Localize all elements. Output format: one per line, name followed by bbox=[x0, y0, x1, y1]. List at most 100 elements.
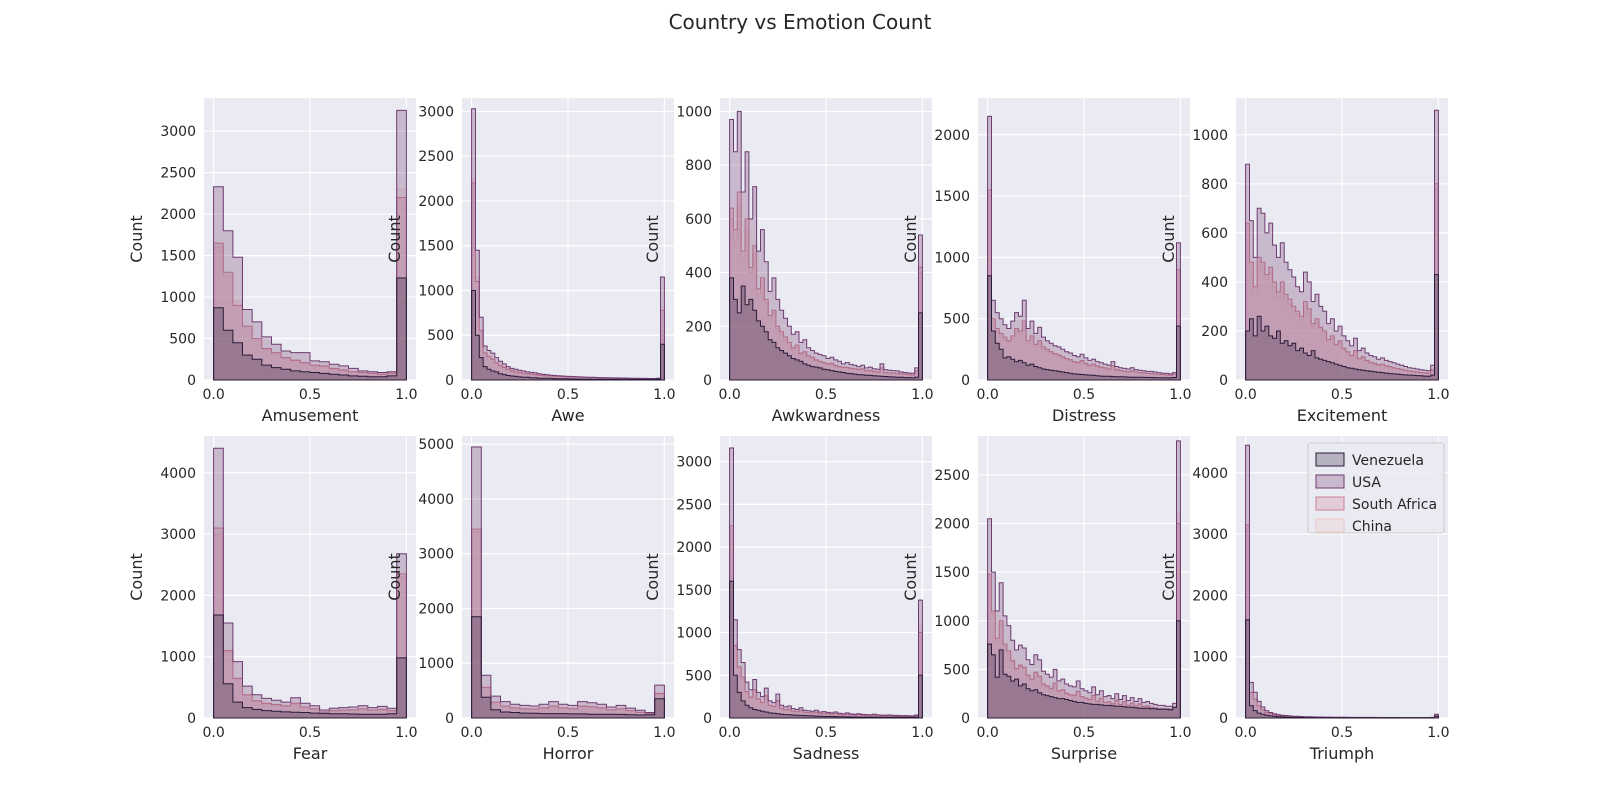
x-tick-label: 0.0 bbox=[461, 387, 483, 403]
subplot-awe: 0.0 0.5 1.0 0 500 1000 1500 2000 2500 3000 Awe Coun… bbox=[385, 98, 675, 425]
x-axis-label: Fear bbox=[293, 744, 328, 763]
x-tick-label: 1.0 bbox=[653, 725, 675, 741]
x-tick-label: 1.0 bbox=[1427, 725, 1449, 741]
histogram-usa bbox=[987, 440, 1181, 719]
y-tick-label: 1500 bbox=[934, 189, 970, 205]
subplot-excitement: 0.0 0.5 1.0 0 200 400 600 800 1000 Excitement Coun… bbox=[1159, 98, 1449, 425]
y-tick-label: 0 bbox=[703, 373, 712, 389]
subplot-triumph: 0.0 0.5 1.0 0 1000 2000 3000 4000 Triumph Count Ve… bbox=[1159, 436, 1449, 763]
histogram-usa bbox=[213, 109, 407, 381]
x-tick-label: 0.0 bbox=[461, 725, 483, 741]
y-axis-label: Count bbox=[385, 553, 404, 601]
histogram-usa bbox=[1245, 109, 1439, 381]
histogram-usa bbox=[729, 447, 923, 719]
histogram-venezuela bbox=[471, 290, 665, 381]
x-tick-label: 0.5 bbox=[815, 387, 837, 403]
histogram-south-africa bbox=[729, 191, 923, 381]
y-tick-label: 1000 bbox=[418, 656, 454, 672]
y-tick-label: 2500 bbox=[160, 166, 196, 182]
y-tick-label: 2500 bbox=[934, 468, 970, 484]
histogram-south-africa bbox=[1245, 183, 1439, 381]
y-tick-label: 3000 bbox=[160, 124, 196, 140]
x-tick-label: 0.5 bbox=[299, 725, 321, 741]
y-tick-label: 1000 bbox=[418, 283, 454, 299]
y-tick-label: 1500 bbox=[676, 583, 712, 599]
y-tick-label: 2000 bbox=[934, 128, 970, 144]
y-tick-label: 800 bbox=[1201, 177, 1228, 193]
y-tick-label: 2500 bbox=[418, 149, 454, 165]
y-axis-label: Count bbox=[127, 553, 146, 601]
y-tick-label: 1500 bbox=[160, 249, 196, 265]
x-axis-label: Awe bbox=[551, 406, 584, 425]
y-tick-label: 4000 bbox=[1192, 466, 1228, 482]
y-tick-label: 0 bbox=[1219, 711, 1228, 727]
legend-swatch bbox=[1315, 518, 1345, 533]
subplot-distress: 0.0 0.5 1.0 0 500 1000 1500 2000 Distress Count bbox=[901, 98, 1191, 425]
y-tick-label: 2000 bbox=[418, 194, 454, 210]
y-tick-label: 1000 bbox=[934, 614, 970, 630]
chart-title: Country vs Emotion Count bbox=[668, 10, 932, 34]
y-tick-label: 0 bbox=[445, 373, 454, 389]
y-tick-label: 4000 bbox=[160, 466, 196, 482]
y-axis-label: Count bbox=[1159, 553, 1178, 601]
x-axis-label: Surprise bbox=[1051, 744, 1117, 763]
y-tick-label: 500 bbox=[943, 312, 970, 328]
histogram-venezuela bbox=[213, 277, 407, 381]
histogram-venezuela bbox=[729, 580, 923, 719]
y-tick-label: 3000 bbox=[418, 104, 454, 120]
x-axis-label: Awkwardness bbox=[772, 406, 881, 425]
x-tick-label: 0.5 bbox=[1331, 725, 1353, 741]
x-axis-label: Distress bbox=[1052, 406, 1116, 425]
x-tick-label: 0.0 bbox=[1235, 387, 1257, 403]
y-axis-label: Count bbox=[127, 215, 146, 263]
y-tick-label: 500 bbox=[943, 662, 970, 678]
y-tick-label: 200 bbox=[685, 319, 712, 335]
x-tick-label: 0.5 bbox=[1073, 387, 1095, 403]
y-tick-label: 1000 bbox=[1192, 128, 1228, 144]
x-tick-label: 1.0 bbox=[1427, 387, 1449, 403]
y-tick-label: 500 bbox=[685, 668, 712, 684]
y-axis-label: Count bbox=[901, 215, 920, 263]
x-tick-label: 1.0 bbox=[911, 725, 933, 741]
histogram-venezuela bbox=[1245, 619, 1439, 719]
x-axis-label: Horror bbox=[543, 744, 594, 763]
subplot-awkwardness: 0.0 0.5 1.0 0 200 400 600 800 1000 Awkwardness Cou… bbox=[643, 98, 933, 425]
y-tick-label: 600 bbox=[1201, 226, 1228, 242]
x-tick-label: 1.0 bbox=[395, 387, 417, 403]
y-axis-label: Count bbox=[643, 553, 662, 601]
x-axis-label: Amusement bbox=[262, 406, 359, 425]
legend: Venezuela USA South Africa China bbox=[1307, 442, 1445, 535]
x-axis-label: Triumph bbox=[1309, 744, 1374, 763]
y-tick-label: 2000 bbox=[934, 517, 970, 533]
histogram-south-africa bbox=[729, 525, 923, 719]
histogram-venezuela bbox=[471, 616, 665, 719]
y-tick-label: 0 bbox=[187, 711, 196, 727]
x-tick-label: 1.0 bbox=[911, 387, 933, 403]
legend-swatch bbox=[1315, 496, 1345, 511]
y-tick-label: 800 bbox=[685, 158, 712, 174]
y-tick-label: 1000 bbox=[676, 626, 712, 642]
histogram-usa bbox=[471, 446, 665, 719]
histogram-venezuela bbox=[987, 275, 1181, 381]
y-tick-label: 1500 bbox=[934, 565, 970, 581]
y-tick-label: 4000 bbox=[418, 492, 454, 508]
x-tick-label: 1.0 bbox=[1169, 725, 1191, 741]
y-axis-label: Count bbox=[643, 215, 662, 263]
y-tick-label: 0 bbox=[1219, 373, 1228, 389]
legend-label: USA bbox=[1352, 475, 1381, 491]
legend-swatch bbox=[1315, 452, 1345, 467]
x-tick-label: 0.5 bbox=[557, 725, 579, 741]
x-tick-label: 1.0 bbox=[1169, 387, 1191, 403]
x-tick-label: 0.5 bbox=[815, 725, 837, 741]
y-tick-label: 600 bbox=[685, 212, 712, 228]
x-tick-label: 0.5 bbox=[1331, 387, 1353, 403]
legend-swatch bbox=[1315, 474, 1345, 489]
y-tick-label: 2500 bbox=[676, 497, 712, 513]
x-tick-label: 0.5 bbox=[299, 387, 321, 403]
subplot-fear: 0.0 0.5 1.0 0 1000 2000 3000 4000 Fear Count bbox=[127, 436, 417, 763]
y-axis-label: Count bbox=[901, 553, 920, 601]
y-tick-label: 400 bbox=[1201, 275, 1228, 291]
legend-label: China bbox=[1352, 519, 1392, 535]
x-tick-label: 1.0 bbox=[653, 387, 675, 403]
histogram-venezuela bbox=[1245, 274, 1439, 381]
